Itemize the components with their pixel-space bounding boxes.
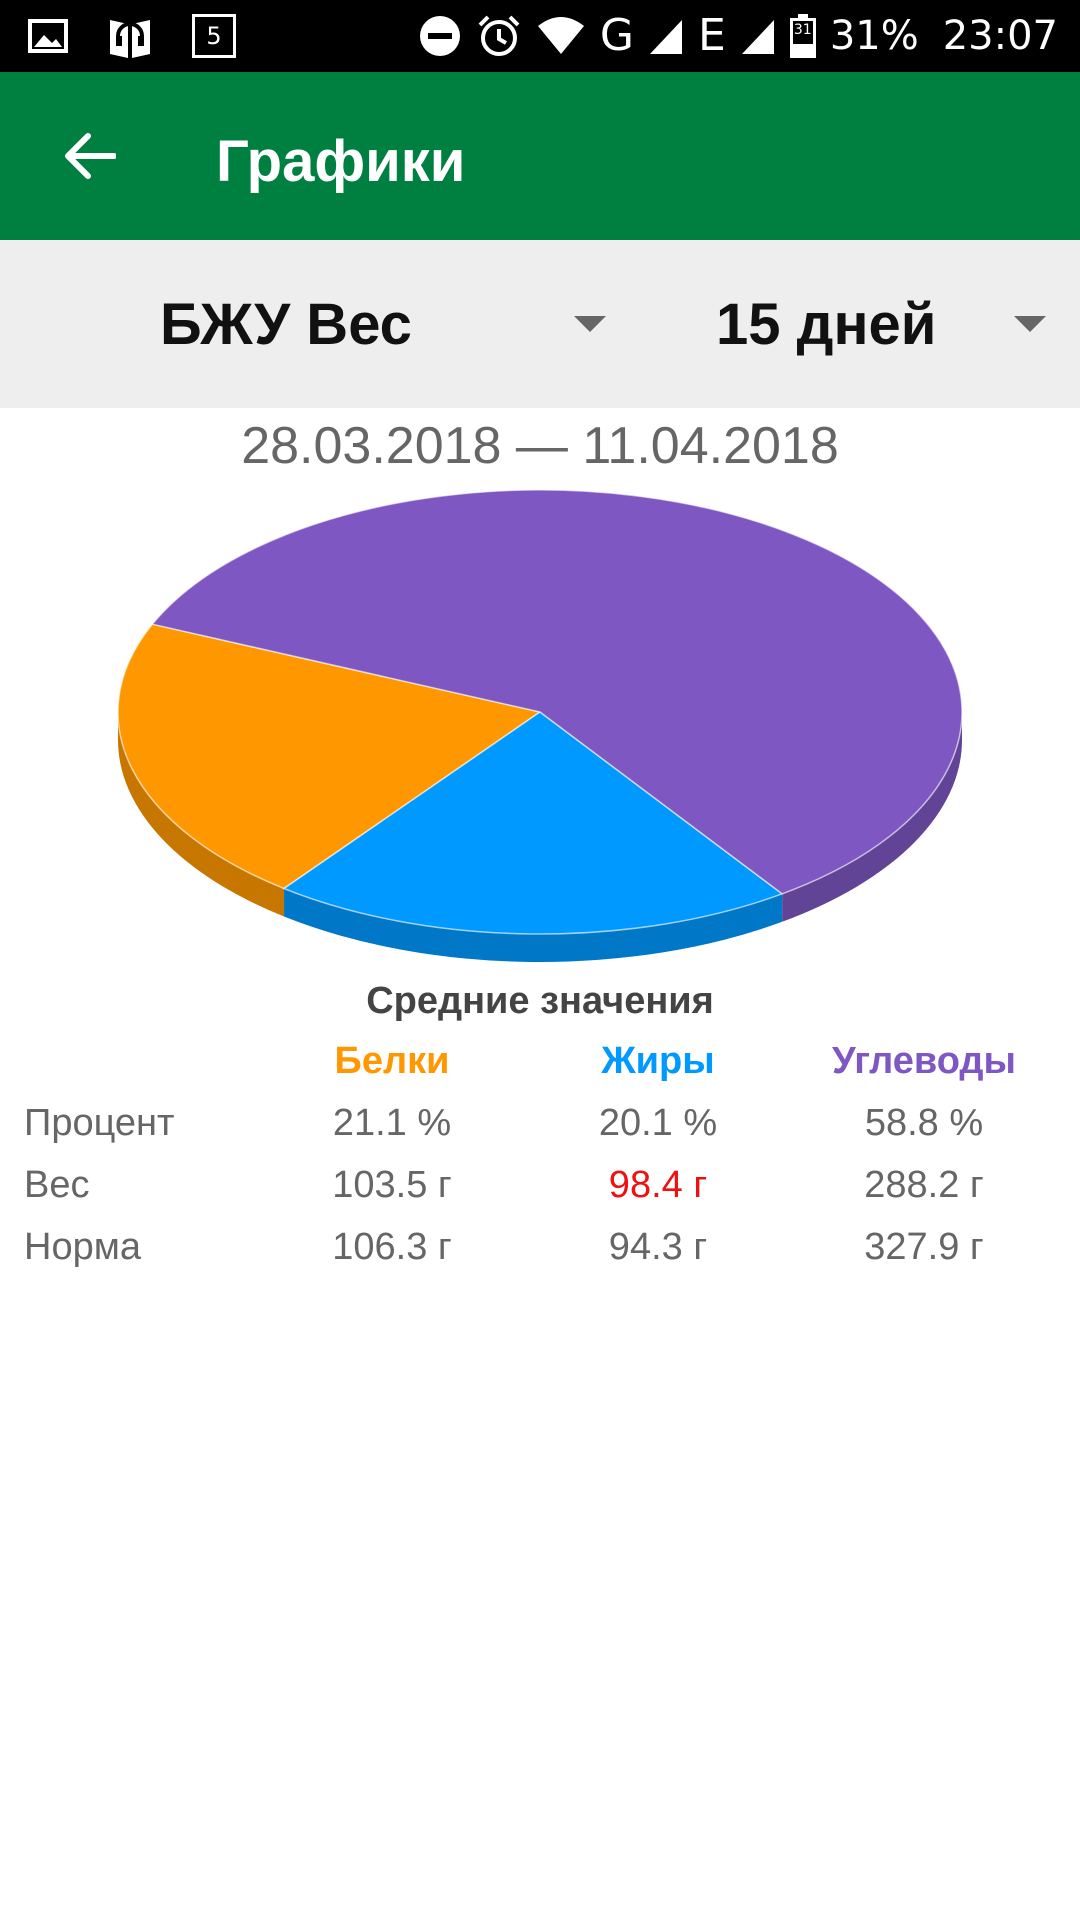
network-type-g: G [599, 10, 634, 61]
wifi-icon [537, 17, 584, 54]
pie-slice-Углеводы[interactable] [151, 489, 963, 895]
header-carbs: Углеводы [832, 1040, 1016, 1082]
alarm-icon [478, 15, 520, 56]
chart-type-dropdown[interactable]: БЖУ Вес [0, 240, 620, 408]
averages-title: Средние значения [366, 980, 714, 1022]
dropdown-arrow-icon [1014, 316, 1046, 332]
signal-icon [650, 20, 682, 54]
image-icon [28, 19, 68, 53]
cell-weight-protein: 103.5 г [332, 1164, 452, 1206]
network-type-e: E [698, 10, 726, 61]
selector-bar: БЖУ Вес 15 дней [0, 240, 1080, 408]
cell-norm-protein: 106.3 г [332, 1226, 452, 1268]
cell-percent-carbs: 58.8 % [864, 1102, 984, 1144]
cell-percent-fat: 20.1 % [598, 1102, 718, 1144]
page-title: Графики [216, 129, 466, 194]
battery-percent: 31% [829, 13, 919, 59]
arrow-left-icon [65, 133, 116, 179]
row-label-weight: Вес [24, 1164, 90, 1206]
signal-icon [741, 20, 774, 54]
pie-slice-side-2 [782, 712, 962, 922]
status-bar: 5 G E 31 31% 23:07 [0, 0, 1080, 72]
chart-type-value: БЖУ Вес [160, 291, 412, 357]
date-range: 28.03.2018 — 11.04.2018 [241, 417, 839, 475]
cell-norm-carbs: 327.9 г [864, 1226, 984, 1268]
header-protein: Белки [334, 1040, 450, 1082]
battery-icon: 31 [789, 14, 816, 58]
cell-percent-protein: 21.1 % [332, 1102, 452, 1144]
badge-5-icon: 5 [192, 14, 236, 58]
notification-badge-count: 5 [206, 22, 222, 50]
row-label-norm: Норма [24, 1226, 141, 1268]
app-bar: Графики [0, 72, 1080, 240]
do-not-disturb-icon [419, 16, 460, 56]
period-dropdown[interactable]: 15 дней [620, 240, 1080, 408]
pie-slice-Жиры[interactable] [282, 711, 784, 935]
dropdown-arrow-icon [574, 316, 606, 332]
period-value: 15 дней [716, 291, 937, 357]
clock: 23:07 [942, 13, 1058, 59]
battery-day-label: 31 [793, 22, 812, 38]
back-button[interactable] [50, 116, 130, 196]
pie-slice-Белки[interactable] [117, 623, 542, 890]
cell-weight-fat: 98.4 г [608, 1164, 708, 1206]
row-label-percent: Процент [24, 1102, 175, 1144]
cell-weight-carbs: 288.2 г [864, 1164, 984, 1206]
header-fat: Жиры [601, 1040, 715, 1082]
pie-slice-side-0 [118, 712, 285, 917]
cell-norm-fat: 94.3 г [608, 1226, 708, 1268]
pie-slice-side-1 [284, 888, 783, 962]
pie-chart [117, 489, 963, 962]
headset-book-icon [110, 20, 150, 58]
